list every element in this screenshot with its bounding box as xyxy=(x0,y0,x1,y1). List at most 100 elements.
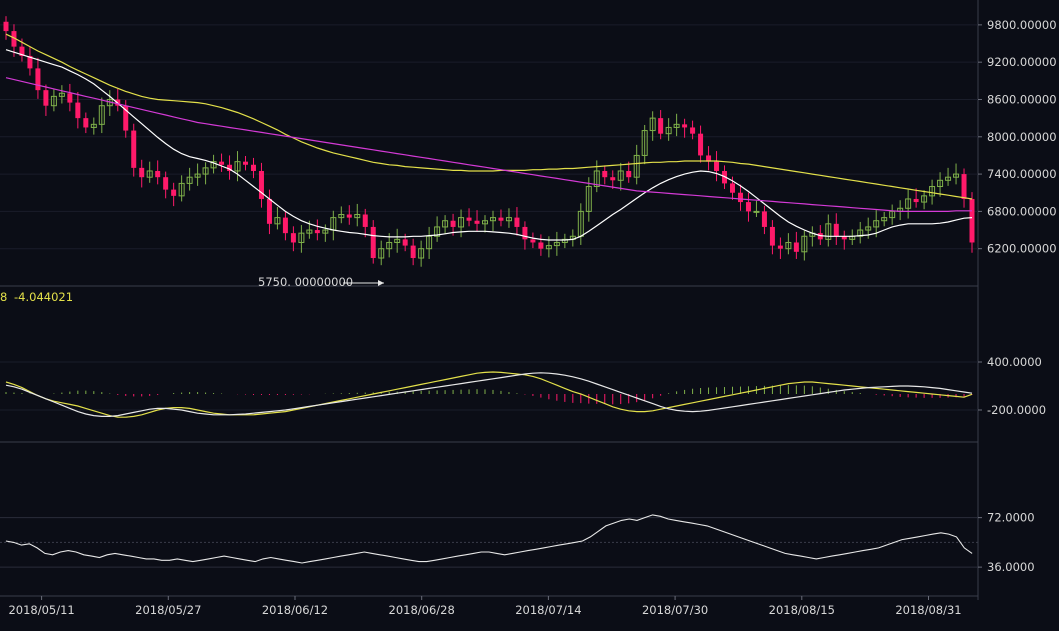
candle-body-up xyxy=(585,186,592,212)
candle-body-down xyxy=(610,177,616,181)
price-tick-label: 8000.00000 xyxy=(987,130,1057,144)
candle-body-up xyxy=(801,235,808,253)
candle-body-up xyxy=(649,117,656,132)
price-axis: 9800.00000 9200.00000 8600.00000 8000.00000… xyxy=(978,18,1057,256)
candle-body-up xyxy=(458,217,465,228)
candle-body-up xyxy=(58,92,65,97)
candle-body-up xyxy=(633,154,640,178)
macd-histogram xyxy=(5,385,973,405)
rsi-tick-label: 36.0000 xyxy=(987,560,1035,574)
candle-body-down xyxy=(314,230,320,234)
rsi-line xyxy=(5,514,973,564)
candle-body-up xyxy=(202,167,209,175)
candle-body-down xyxy=(474,220,480,224)
candle-body-up xyxy=(593,170,600,188)
candle-body-up xyxy=(561,238,568,243)
candle-body-down xyxy=(43,90,49,106)
candle-body-down xyxy=(658,118,664,134)
candle-body-down xyxy=(155,170,161,178)
candle-body-down xyxy=(817,233,823,240)
candle-body-up xyxy=(298,232,305,243)
candle-body-up xyxy=(489,217,496,222)
candle-body-up xyxy=(617,170,624,181)
candle-body-down xyxy=(219,161,225,165)
candle-body-down xyxy=(498,217,504,221)
price-tick-label: 8600.00000 xyxy=(987,92,1057,106)
candle-body-down xyxy=(698,133,704,156)
candle-body-down xyxy=(227,164,233,171)
candle-body-down xyxy=(402,239,408,246)
low-annotation: 5750. 00000000 xyxy=(258,275,384,289)
candle-body-down xyxy=(83,118,89,128)
candle-body-up xyxy=(338,214,345,219)
low-annotation-arrowhead xyxy=(378,280,384,286)
date-tick-label: 2018/07/30 xyxy=(642,603,708,617)
candle-body-up xyxy=(386,241,393,250)
candle-body-down xyxy=(27,55,33,69)
date-tick-label: 2018/05/27 xyxy=(135,603,201,617)
candle-body-down xyxy=(833,223,839,237)
candle-body-down xyxy=(67,93,73,103)
candle-body-up xyxy=(905,198,912,209)
candle-body-up xyxy=(953,173,960,178)
candle-body-down xyxy=(538,242,544,249)
macd-value: -4.044021 xyxy=(14,290,73,304)
date-tick-label: 2018/08/31 xyxy=(895,603,961,617)
candle-body-down xyxy=(75,102,81,119)
candle-body-down xyxy=(682,124,688,128)
candle-body-down xyxy=(370,226,376,259)
candle-body-up xyxy=(442,220,449,228)
macd-label-prefix: 8 xyxy=(0,290,7,304)
candle-body-up xyxy=(881,217,888,222)
rsi-tick-label: 72.0000 xyxy=(987,511,1035,525)
candle-body-down xyxy=(626,170,632,178)
candle-body-up xyxy=(921,195,928,203)
candle-body-down xyxy=(123,105,129,131)
candle-body-up xyxy=(945,176,952,181)
candle-body-down xyxy=(761,211,767,227)
candle-body-up xyxy=(90,123,97,128)
candle-body-down xyxy=(243,161,248,165)
candle-body-down xyxy=(19,46,25,56)
date-tick-label: 2018/05/11 xyxy=(8,603,74,617)
candle-body-up xyxy=(50,95,57,107)
price-tick-label: 9200.00000 xyxy=(987,55,1057,69)
candle-body-up xyxy=(785,241,792,250)
candle-body-down xyxy=(35,68,41,91)
date-axis: 2018/05/11 2018/05/27 2018/06/12 2018/06/28… xyxy=(8,596,962,617)
candle-body-down xyxy=(290,233,296,243)
candle-body-up xyxy=(146,170,153,178)
candle-body-down xyxy=(522,226,528,240)
ma-fast-line xyxy=(5,49,973,241)
macd-tick-label: -200.0000 xyxy=(987,403,1046,417)
macd-axis: 400.0000 -200.0000 xyxy=(978,355,1046,417)
date-tick-label: 2018/07/14 xyxy=(515,603,581,617)
candle-body-up xyxy=(418,248,425,259)
candle-body-up xyxy=(505,217,512,222)
candle-body-down xyxy=(131,130,137,168)
candle-body-down xyxy=(769,226,775,246)
price-candles xyxy=(3,16,975,267)
candle-body-up xyxy=(322,229,329,234)
candle-body-up xyxy=(753,210,760,213)
candle-body-up xyxy=(178,182,185,197)
candle-body-down xyxy=(737,192,743,203)
candle-body-up xyxy=(434,226,441,237)
candle-body-down xyxy=(266,198,272,224)
candle-body-down xyxy=(690,127,696,134)
candle-body-up xyxy=(210,161,217,169)
candle-body-down xyxy=(714,161,720,171)
date-tick-label: 2018/08/15 xyxy=(769,603,835,617)
candle-body-down xyxy=(969,198,975,243)
candle-body-down xyxy=(913,198,919,203)
candle-body-down xyxy=(171,189,177,196)
candle-body-up xyxy=(378,248,385,259)
ma-mid-line xyxy=(5,77,972,212)
candle-body-down xyxy=(841,236,847,240)
candle-body-down xyxy=(777,245,783,249)
rsi-value-line xyxy=(5,514,973,564)
candle-body-down xyxy=(282,217,288,234)
candle-body-up xyxy=(354,214,361,219)
